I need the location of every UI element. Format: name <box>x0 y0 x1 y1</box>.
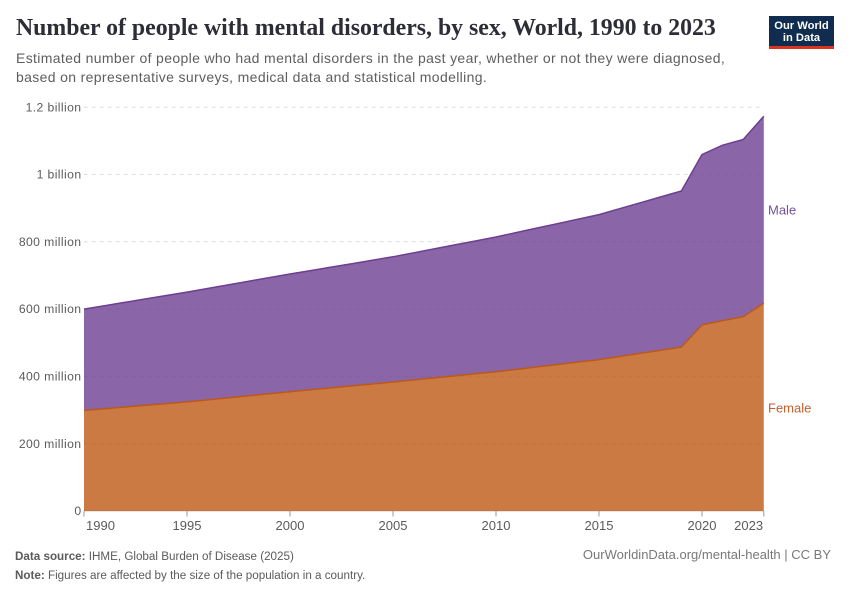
svg-text:2023: 2023 <box>734 518 763 533</box>
svg-text:Female: Female <box>768 401 811 416</box>
svg-text:600 million: 600 million <box>19 302 82 316</box>
svg-text:2020: 2020 <box>688 518 717 533</box>
svg-text:200 million: 200 million <box>19 437 82 451</box>
svg-text:1995: 1995 <box>173 518 202 533</box>
svg-text:800 million: 800 million <box>19 235 82 249</box>
svg-text:2005: 2005 <box>379 518 408 533</box>
svg-text:1990: 1990 <box>86 518 115 533</box>
svg-text:1.2 billion: 1.2 billion <box>26 100 82 114</box>
svg-text:Male: Male <box>768 203 796 218</box>
svg-text:2015: 2015 <box>585 518 614 533</box>
svg-text:400 million: 400 million <box>19 370 82 384</box>
svg-text:1 billion: 1 billion <box>37 168 82 182</box>
svg-text:2000: 2000 <box>276 518 305 533</box>
svg-text:0: 0 <box>74 504 81 518</box>
svg-text:2010: 2010 <box>482 518 511 533</box>
